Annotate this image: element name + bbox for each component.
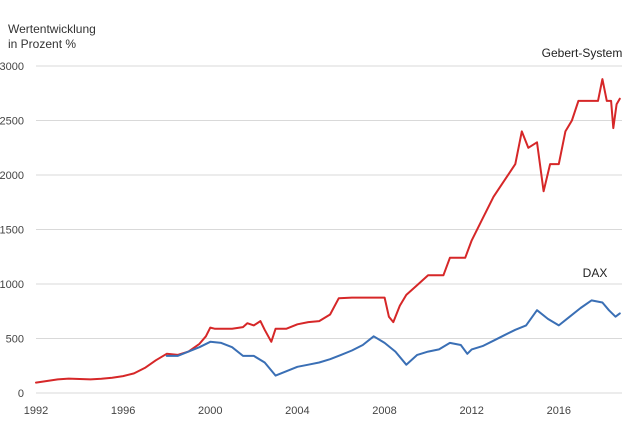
- x-tick-label: 2004: [285, 405, 309, 417]
- series-label: DAX: [583, 266, 608, 280]
- y-tick-label: 500: [6, 334, 24, 346]
- x-tick-label: 2000: [198, 405, 222, 417]
- gridlines: [36, 65, 622, 394]
- y-tick-labels: 0 500 1000 1500 2000 2500 3000: [0, 61, 24, 400]
- x-tick-labels: 1992 1996 2000 2004 2008 2012 2016: [24, 405, 571, 417]
- y-tick-label: 1000: [0, 279, 24, 291]
- series-line-dax: [165, 299, 621, 377]
- series-lines: [35, 78, 621, 384]
- series-line-gebert-system: [35, 78, 621, 384]
- y-tick-label: 3000: [0, 61, 24, 73]
- y-axis-label-line2: in Prozent %: [8, 37, 76, 51]
- y-tick-label: 2500: [0, 116, 24, 128]
- y-tick-label: 1500: [0, 225, 24, 237]
- x-tick-label: 2008: [372, 405, 396, 417]
- y-tick-label: 0: [18, 388, 24, 400]
- x-tick-label: 2012: [459, 405, 483, 417]
- y-tick-label: 2000: [0, 170, 24, 182]
- y-axis-label-line1: Wertentwicklung: [8, 22, 96, 36]
- series-label: Gebert-System: [542, 46, 623, 60]
- x-tick-label: 1996: [111, 405, 135, 417]
- x-tick-label: 2016: [547, 405, 571, 417]
- x-tick-label: 1992: [24, 405, 48, 417]
- series-labels: Gebert-System DAX: [542, 46, 623, 280]
